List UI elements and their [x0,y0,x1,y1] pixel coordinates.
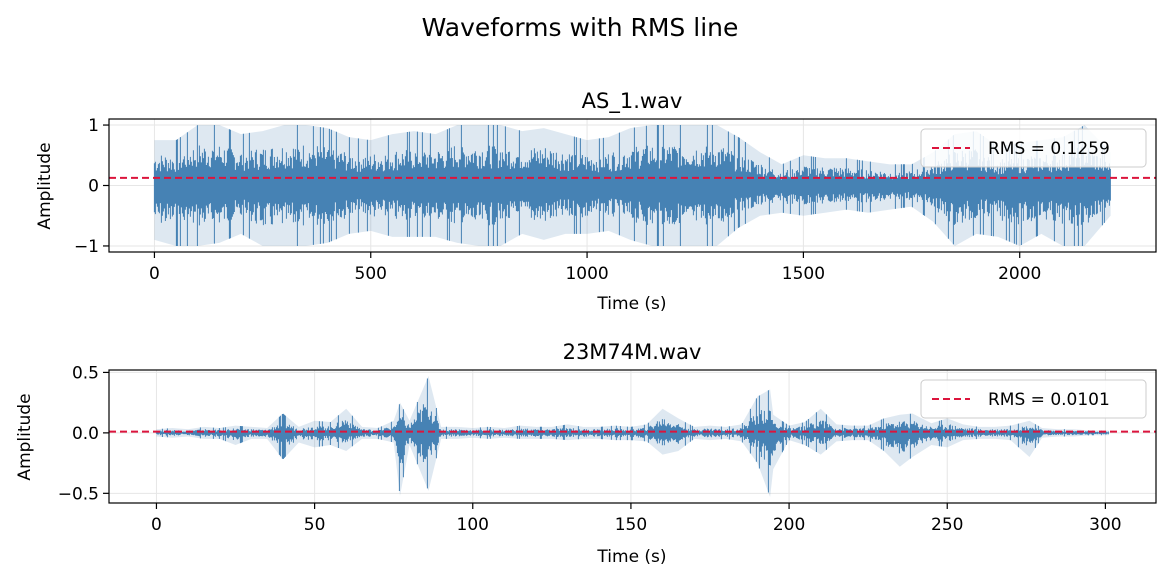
waveform-line [153,125,1111,246]
x-axis-label: Time (s) [596,294,666,314]
x-tick-label: 500 [355,264,387,284]
legend: RMS = 0.1259 [920,128,1147,168]
legend-box [920,379,1147,419]
panel-title: AS_1.wav [582,89,683,114]
y-tick-label: 0.5 [72,363,99,383]
panel-title: 23M74M.wav [563,340,702,364]
y-axis-label: Amplitude [35,142,55,229]
x-tick-label: 1500 [782,264,825,284]
x-tick-label: 200 [773,515,805,535]
x-tick-label: 0 [151,515,162,535]
legend-rms-label: RMS = 0.1259 [988,139,1110,159]
x-tick-label: 300 [1089,515,1121,535]
x-tick-label: 150 [615,515,647,535]
x-tick-label: 100 [457,515,489,535]
legend-rms-label: RMS = 0.0101 [988,390,1110,410]
y-tick-label: −0.5 [58,484,99,504]
legend-box [920,128,1147,168]
x-tick-label: 2000 [998,264,1041,284]
x-tick-label: 0 [149,264,160,284]
x-tick-label: 50 [304,515,326,535]
y-tick-label: −1 [74,237,99,257]
x-tick-label: 250 [931,515,963,535]
waveform-panel-23m74m: 23M74M.wav 0 50 100 150 200 250 300 −0.5 0.0 0.5… [15,340,1157,567]
legend: RMS = 0.0101 [920,379,1147,419]
y-axis-label: Amplitude [15,393,35,480]
figure-title: Waveforms with RMS line [422,13,739,42]
x-tick-label: 1000 [565,264,608,284]
y-tick-label: 1 [88,116,99,136]
y-tick-label: 0 [88,177,99,197]
waveform-line [155,378,1109,493]
x-axis-label: Time (s) [596,547,666,567]
waveform-series [155,376,1109,497]
waveform-series [153,125,1111,246]
waveform-panel-as1: AS_1.wav 0 500 1000 1500 2000 −101 Time (s) … [35,89,1157,314]
plot-frame [108,369,1157,504]
y-tick-label: 0.0 [72,424,99,444]
